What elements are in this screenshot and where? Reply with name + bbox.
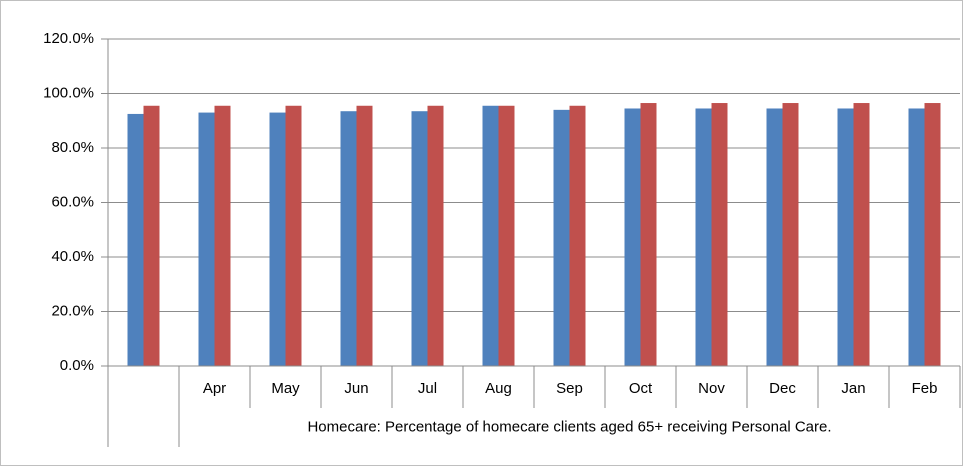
bar [127,113,144,366]
bar [766,108,783,367]
x-tick-label: Feb [912,380,938,397]
bar [143,105,160,366]
bar [427,105,444,366]
bar [711,103,728,366]
bar [853,103,870,366]
x-tick-label: Oct [629,380,653,397]
bar [269,112,286,366]
x-tick-label: Nov [698,380,725,397]
x-tick-label: Dec [769,380,796,397]
x-tick-label: Sep [556,380,583,397]
bar [553,109,570,366]
bar [624,108,641,367]
bar [482,105,499,366]
bar [640,103,657,366]
bar [285,105,302,366]
x-axis-group-label: Homecare: Percentage of homecare clients… [307,418,831,435]
y-tick-label: 120.0% [43,30,94,47]
y-tick-label: 80.0% [51,139,94,156]
y-tick-label: 100.0% [43,84,94,101]
y-tick-label: 60.0% [51,193,94,210]
bar [498,105,515,366]
x-tick-label: Jul [418,380,437,397]
x-tick-label: Jun [344,380,368,397]
bar [356,105,373,366]
y-tick-label: 0.0% [60,357,94,374]
y-tick-label: 40.0% [51,248,94,265]
x-tick-label: Apr [203,380,226,397]
x-tick-label: Aug [485,380,512,397]
bar [569,105,586,366]
bar [411,111,428,367]
bar [924,103,941,366]
y-tick-label: 20.0% [51,302,94,319]
bar [214,105,231,366]
x-tick-label: May [271,380,300,397]
bar [837,108,854,367]
bar [340,111,357,367]
bar [695,108,712,367]
bar [782,103,799,366]
x-tick-label: Jan [841,380,865,397]
bar [908,108,925,367]
bar [198,112,215,366]
